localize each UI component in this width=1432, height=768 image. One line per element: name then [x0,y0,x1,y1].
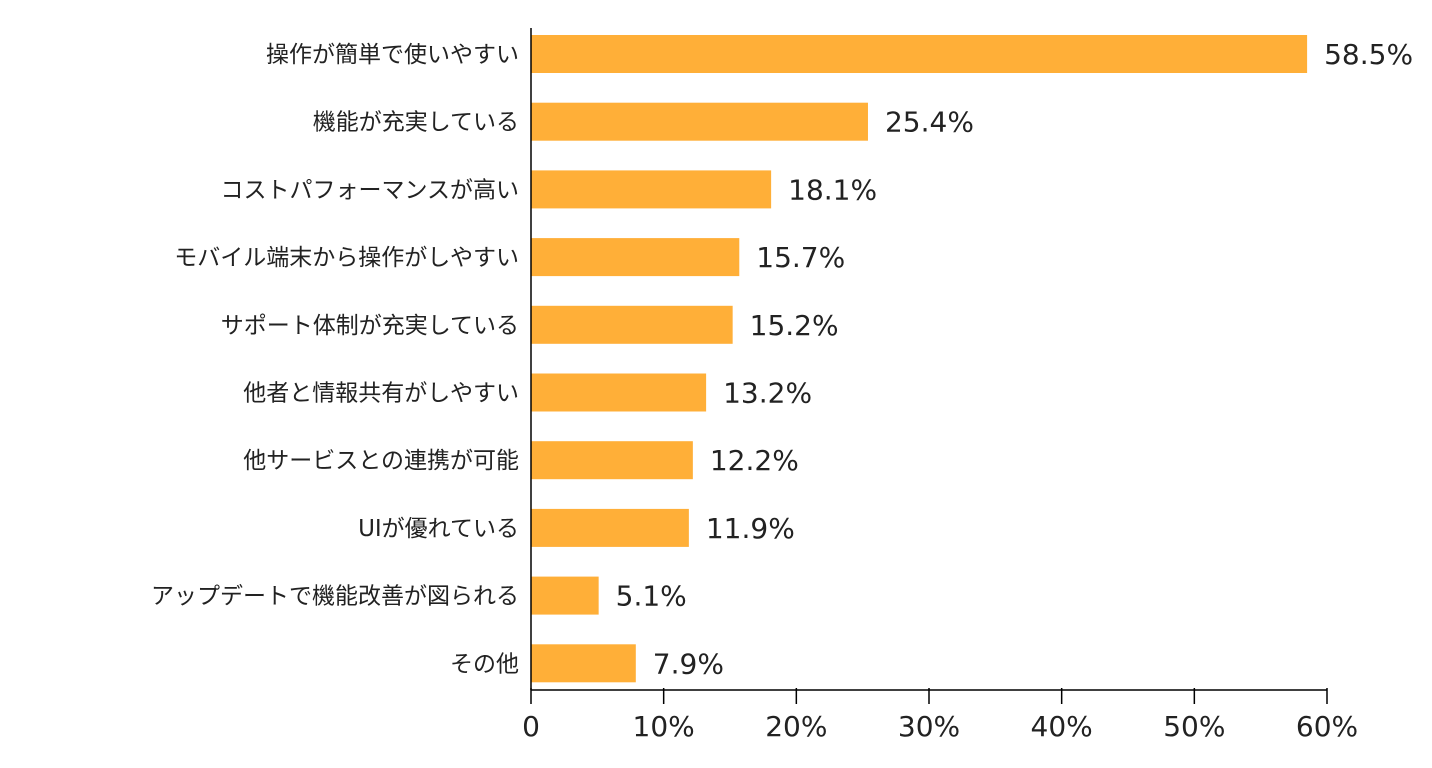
category-label-3: モバイル端末から操作がしやすい [174,245,519,271]
value-labels-group: 58.5% 25.4% 18.1% 15.7% 15.2% 13.2% 12.2% 11.9%… [616,38,1413,680]
x-ticks-group: 0 10% 20% 30% 40% 50% 60% [522,688,1358,743]
x-tick-label-1: 10% [633,710,695,743]
bar-2 [531,170,772,209]
category-label-2: コストパフォーマンスが高い [220,177,519,203]
value-label-2: 18.1% [788,173,877,206]
bar-7 [531,508,689,547]
category-label-5: 他者と情報共有がしやすい [243,381,519,407]
category-label-7: UIが優れている [358,516,519,542]
bar-3 [531,238,740,277]
bar-8 [531,576,599,615]
x-tick-label-3: 30% [898,710,960,743]
x-tick-label-5: 50% [1163,710,1225,743]
value-label-9: 7.9% [653,647,724,680]
bar-0 [531,35,1308,73]
value-label-6: 12.2% [710,444,799,477]
x-tick-label-0: 0 [522,710,540,743]
value-label-7: 11.9% [706,512,795,545]
bar-1 [531,102,868,141]
category-label-8: アップデートで機能改善が図られる [151,584,519,610]
bar-5 [531,373,707,412]
category-label-1: 機能が充実している [313,110,519,136]
x-tick-label-4: 40% [1031,710,1093,743]
bar-9 [531,644,636,683]
value-label-1: 25.4% [885,106,974,139]
bar-4 [531,305,733,344]
category-label-9: その他 [450,651,519,677]
bars-group [531,35,1308,683]
x-tick-label-6: 60% [1296,710,1358,743]
category-labels-group: 操作が簡単で使いやすい機能が充実しているコストパフォーマンスが高いモバイル端末か… [151,42,519,677]
x-tick-label-2: 20% [765,710,827,743]
bar-6 [531,441,693,480]
value-label-8: 5.1% [616,580,687,613]
value-label-3: 15.7% [756,241,845,274]
value-label-4: 15.2% [750,309,839,342]
value-label-5: 13.2% [723,377,812,410]
category-label-6: 他サービスとの連携が可能 [243,448,519,474]
value-label-0: 58.5% [1324,38,1413,71]
category-label-0: 操作が簡単で使いやすい [266,42,519,68]
category-label-4: サポート体制が充実している [221,313,519,339]
